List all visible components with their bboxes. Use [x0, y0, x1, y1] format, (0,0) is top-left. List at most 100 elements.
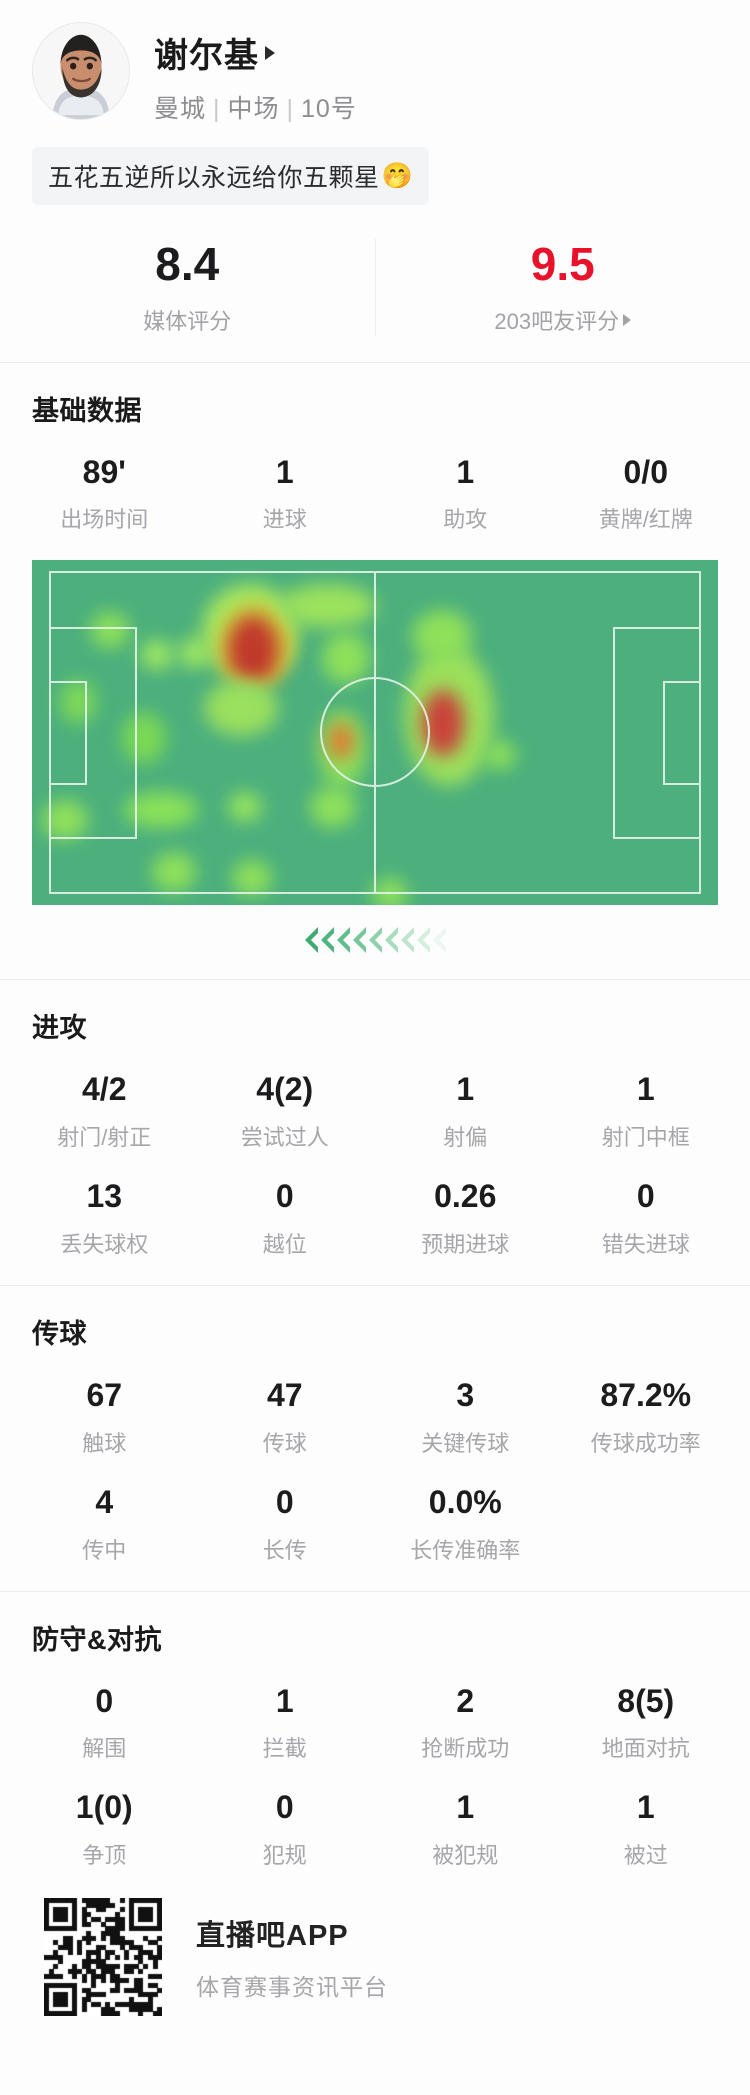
stat-cell: 67 触球: [14, 1351, 195, 1458]
stat-label: 助攻: [443, 507, 488, 533]
stat-cell: 1 助攻: [375, 428, 556, 535]
stat-cell: 1 被犯规: [375, 1763, 556, 1870]
section-title-passing: 传球: [32, 1318, 87, 1349]
stat-cell: 0 犯规: [195, 1763, 376, 1870]
stat-label: 丢失球权: [60, 1231, 149, 1257]
stat-cell: 13 丢失球权: [14, 1152, 195, 1259]
media-rating-score: 8.4: [155, 238, 220, 290]
comment-bubble[interactable]: 五花五逆所以永远给你五颗星 🤭: [32, 147, 430, 205]
player-number: 10号: [301, 95, 357, 123]
stat-label: 触球: [82, 1430, 127, 1456]
stat-label: 被过: [623, 1843, 668, 1869]
fan-rating-label: 203吧友评分: [376, 304, 750, 336]
meta-separator: |: [286, 95, 295, 123]
chevron-left-icon: [432, 927, 452, 954]
chevron-left-icon: [304, 927, 324, 954]
avatar[interactable]: [32, 22, 130, 120]
fan-rating-label-text: 203吧友评分: [494, 308, 620, 334]
stat-value: 1: [456, 453, 475, 490]
app-tagline: 体育赛事资讯平台: [196, 1974, 388, 2001]
player-header: 谢尔基 曼城 | 中场 | 10号: [0, 0, 750, 125]
stat-cell: 8(5) 地面对抗: [556, 1657, 737, 1764]
stat-grid-defence: 0 解围 1 拦截 2 抢断成功 8(5) 地面对抗 1(0) 争顶 0 犯规 …: [0, 1657, 750, 1871]
stat-label: 传球: [262, 1430, 307, 1456]
player-team: 曼城: [154, 95, 207, 123]
stat-cell: 4 传中: [14, 1458, 195, 1565]
stat-value: 1: [636, 1789, 655, 1826]
chevron-left-icon: [416, 927, 436, 954]
stat-cell: 1 射门中框: [556, 1045, 737, 1152]
fan-rating[interactable]: 9.5 203吧友评分: [374, 238, 750, 336]
stat-label: 传球成功率: [590, 1430, 701, 1456]
stat-cell: 1 进球: [195, 428, 376, 535]
stat-value: 1: [275, 453, 294, 490]
stat-label: 射门中框: [601, 1125, 690, 1151]
stat-cell: 0.0% 长传准确率: [375, 1458, 556, 1565]
stat-label: 预期进球: [421, 1231, 510, 1257]
stat-value: 0: [275, 1789, 294, 1826]
comment-text: 五花五逆所以永远给你五颗星: [48, 164, 380, 192]
stat-value: 1: [456, 1071, 475, 1108]
ratings-row: 8.4 媒体评分 9.5 203吧友评分: [0, 239, 750, 336]
stat-cell-empty: [556, 1458, 737, 1565]
direction-arrows: [32, 905, 718, 954]
stat-cell: 1(0) 争顶: [14, 1763, 195, 1870]
stat-value: 0.26: [434, 1178, 497, 1215]
pitch-lines: [49, 571, 701, 895]
stat-value: 0: [275, 1483, 294, 1520]
stat-label: 拦截: [262, 1736, 307, 1762]
stat-grid-attack: 4/2 射门/射正 4(2) 尝试过人 1 射偏 1 射门中框 13 丢失球权 …: [0, 1045, 750, 1259]
stat-cell: 0 错失进球: [556, 1152, 737, 1259]
pitch-heatmap: [32, 560, 718, 906]
stat-cell: 1 射偏: [375, 1045, 556, 1152]
stat-value: 4: [95, 1483, 114, 1520]
stat-cell: 1 被过: [556, 1763, 737, 1870]
stat-label: 进球: [262, 507, 307, 533]
stat-label: 黄牌/红牌: [598, 507, 693, 533]
section-divider: [0, 1590, 750, 1592]
stat-cell: 4(2) 尝试过人: [195, 1045, 376, 1152]
stat-label: 尝试过人: [240, 1125, 329, 1151]
shush-face-emoji-icon: 🤭: [381, 161, 414, 190]
heatmap-section: [0, 560, 750, 954]
chevron-left-icon: [352, 927, 372, 954]
stat-label: 抢断成功: [421, 1736, 510, 1762]
player-name-row[interactable]: 谢尔基: [154, 28, 357, 77]
stat-value: 3: [456, 1376, 475, 1413]
qr-code-icon[interactable]: [44, 1898, 162, 2017]
player-position: 中场: [227, 95, 280, 123]
chevron-left-icon: [368, 927, 388, 954]
stat-value: 0/0: [623, 453, 668, 490]
player-meta: 曼城 | 中场 | 10号: [154, 89, 357, 125]
stat-value: 0: [636, 1178, 655, 1215]
stat-value: 87.2%: [600, 1376, 692, 1413]
stat-label: 犯规: [262, 1843, 307, 1869]
media-rating-label: 媒体评分: [0, 304, 375, 336]
avatar-portrait-icon: [33, 23, 129, 119]
stat-label: 出场时间: [60, 507, 149, 533]
stat-cell: 0.26 预期进球: [375, 1152, 556, 1259]
stat-cell: 0 越位: [195, 1152, 376, 1259]
stat-grid-basic: 89' 出场时间 1 进球 1 助攻 0/0 黄牌/红牌: [0, 428, 750, 535]
stat-value: 1(0): [75, 1789, 133, 1826]
stat-label: 射门/射正: [57, 1125, 152, 1151]
stat-cell: 2 抢断成功: [375, 1657, 556, 1764]
section-title-defence: 防守&对抗: [32, 1624, 162, 1655]
section-title-attack: 进攻: [32, 1013, 87, 1044]
stat-label: 错失进球: [601, 1231, 690, 1257]
meta-separator: |: [213, 95, 221, 123]
section-title-basic: 基础数据: [32, 395, 142, 426]
stat-value: 13: [86, 1178, 123, 1215]
fan-rating-score: 9.5: [530, 238, 595, 290]
stat-value: 47: [266, 1376, 303, 1413]
stat-value: 4/2: [82, 1071, 127, 1108]
chevron-left-icon: [320, 927, 340, 954]
stat-cell: 89' 出场时间: [14, 428, 195, 535]
stat-cell: 1 拦截: [195, 1657, 376, 1764]
stat-cell: 4/2 射门/射正: [14, 1045, 195, 1152]
stat-value: 0: [95, 1682, 114, 1719]
comment-row: 五花五逆所以永远给你五颗星 🤭: [0, 125, 750, 205]
stat-cell: 0/0 黄牌/红牌: [556, 428, 737, 535]
chevron-left-icon: [336, 927, 356, 954]
